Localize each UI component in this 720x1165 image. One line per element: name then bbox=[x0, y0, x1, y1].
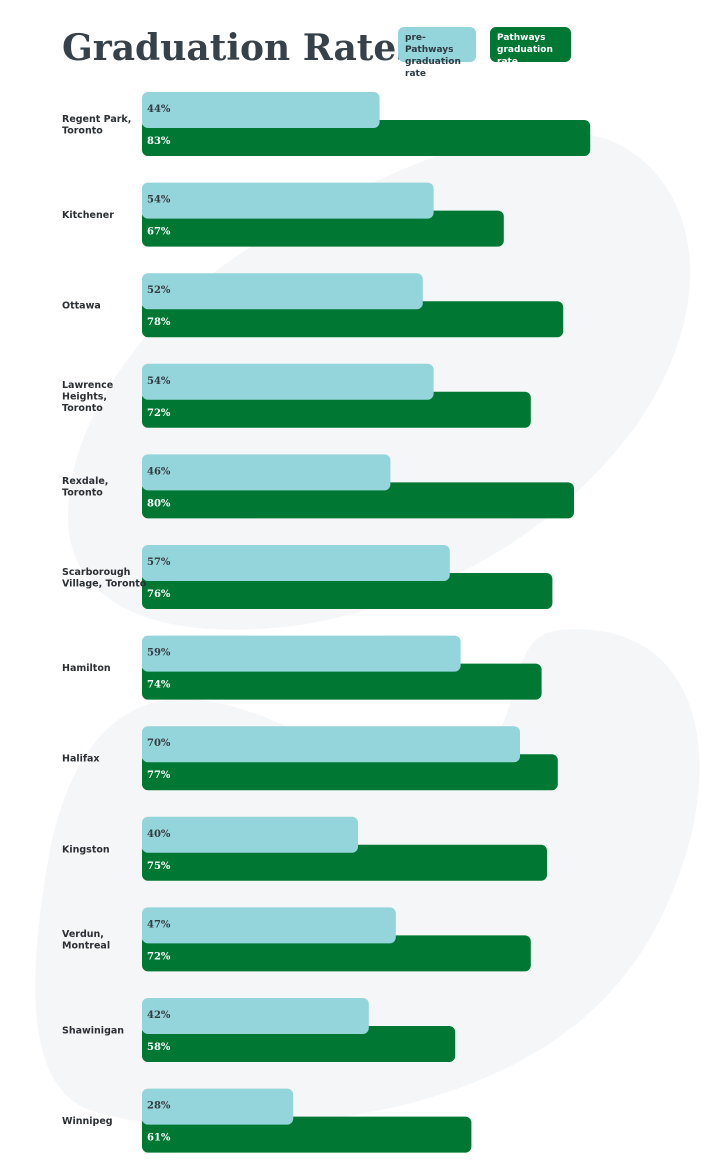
category-label-10: Shawinigan bbox=[62, 1026, 124, 1037]
value-label-pathways-3: 72% bbox=[147, 408, 171, 419]
bar-pre-pathways-0 bbox=[142, 92, 380, 128]
value-label-pre-pathways-8: 40% bbox=[147, 829, 171, 840]
bar-pathways-11 bbox=[142, 1116, 472, 1153]
value-label-pathways-0: 83% bbox=[147, 136, 171, 147]
category-label-8: Kingston bbox=[62, 844, 110, 855]
bar-pathways-6 bbox=[142, 663, 542, 700]
category-label-7: Halifax bbox=[62, 754, 100, 765]
category-label-9: Verdun, Montreal bbox=[62, 929, 110, 952]
category-label-0: Regent Park, Toronto bbox=[62, 114, 131, 137]
chart-title: Graduation Rates bbox=[62, 27, 417, 69]
bar-pre-pathways-4 bbox=[142, 454, 391, 491]
bar-pre-pathways-10 bbox=[142, 998, 369, 1034]
value-label-pre-pathways-9: 47% bbox=[147, 919, 171, 930]
bar-pathways-2 bbox=[142, 301, 564, 338]
bar-pathways-5 bbox=[142, 573, 553, 609]
bar-pathways-0 bbox=[142, 120, 591, 156]
value-label-pathways-10: 58% bbox=[147, 1042, 171, 1053]
value-label-pre-pathways-11: 28% bbox=[147, 1101, 171, 1112]
bar-pre-pathways-1 bbox=[142, 182, 434, 219]
value-label-pre-pathways-6: 59% bbox=[147, 648, 171, 659]
value-label-pathways-4: 80% bbox=[147, 498, 171, 509]
category-label-1: Kitchener bbox=[62, 210, 114, 221]
bar-pre-pathways-11 bbox=[142, 1088, 294, 1125]
value-label-pathways-9: 72% bbox=[147, 951, 171, 962]
category-label-11: Winnipeg bbox=[62, 1116, 113, 1127]
bar-pathways-9 bbox=[142, 935, 531, 972]
bar-pathways-10 bbox=[142, 1026, 456, 1062]
value-label-pathways-6: 74% bbox=[147, 680, 171, 691]
bar-pathways-8 bbox=[142, 844, 547, 881]
bar-pre-pathways-6 bbox=[142, 635, 461, 672]
value-label-pre-pathways-4: 46% bbox=[147, 466, 171, 477]
category-label-3: Lawrence Heights, Toronto bbox=[62, 380, 113, 414]
bar-pre-pathways-2 bbox=[142, 273, 423, 310]
legend-item-pathways: Pathways graduation rate bbox=[490, 27, 571, 67]
value-label-pre-pathways-7: 70% bbox=[147, 738, 171, 749]
bar-pre-pathways-8 bbox=[142, 816, 358, 853]
category-label-5: Scarborough Village, Toronto bbox=[62, 567, 147, 590]
value-label-pre-pathways-10: 42% bbox=[147, 1010, 171, 1021]
value-label-pathways-7: 77% bbox=[147, 770, 171, 781]
value-label-pathways-8: 75% bbox=[147, 861, 171, 872]
category-label-6: Hamilton bbox=[62, 663, 111, 674]
value-label-pre-pathways-2: 52% bbox=[147, 285, 171, 296]
value-label-pathways-11: 61% bbox=[147, 1133, 171, 1144]
bar-pre-pathways-7 bbox=[142, 726, 520, 763]
value-label-pre-pathways-5: 57% bbox=[147, 557, 171, 568]
bar-pathways-7 bbox=[142, 754, 558, 791]
bar-pre-pathways-3 bbox=[142, 363, 434, 400]
value-label-pre-pathways-3: 54% bbox=[147, 376, 171, 387]
value-label-pathways-2: 78% bbox=[147, 317, 171, 328]
bar-pathways-1 bbox=[142, 210, 504, 247]
value-label-pathways-5: 76% bbox=[147, 589, 171, 600]
value-label-pre-pathways-1: 54% bbox=[147, 195, 171, 206]
value-label-pre-pathways-0: 44% bbox=[147, 104, 171, 115]
bar-pre-pathways-5 bbox=[142, 545, 450, 581]
bar-pre-pathways-9 bbox=[142, 907, 396, 944]
category-label-2: Ottawa bbox=[62, 301, 101, 312]
bar-pathways-4 bbox=[142, 482, 574, 519]
value-label-pathways-1: 67% bbox=[147, 227, 171, 238]
legend-item-pre-pathways: pre-Pathways graduation rate bbox=[398, 27, 476, 79]
bar-pathways-3 bbox=[142, 391, 531, 428]
category-label-4: Rexdale, Toronto bbox=[62, 476, 108, 499]
